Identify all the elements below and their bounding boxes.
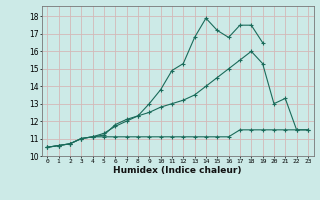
- X-axis label: Humidex (Indice chaleur): Humidex (Indice chaleur): [113, 166, 242, 175]
